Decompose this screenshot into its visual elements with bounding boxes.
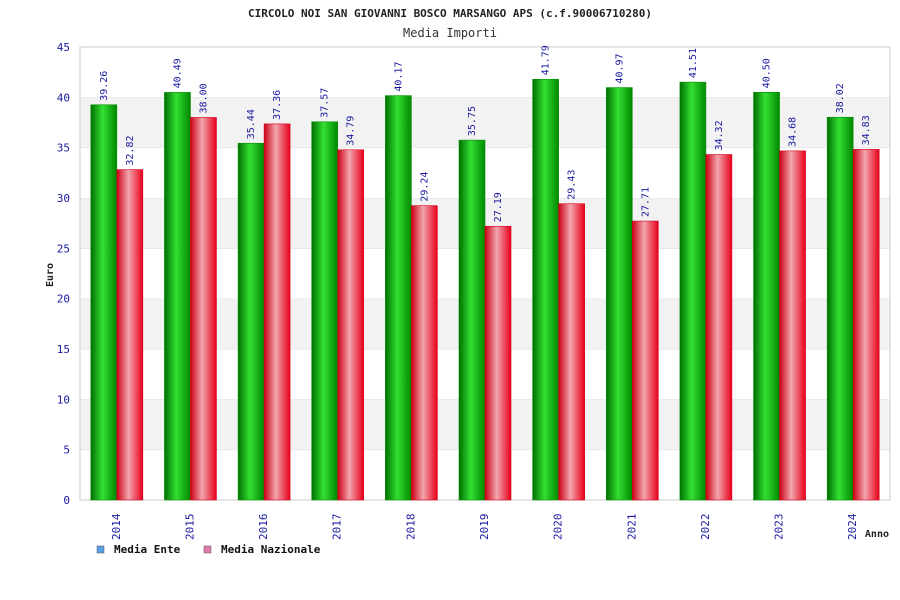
x-tick-label: 2018 xyxy=(404,514,417,541)
x-tick-label: 2016 xyxy=(257,514,270,541)
value-label: 38.00 xyxy=(198,83,209,113)
bar-media-nazionale xyxy=(852,149,880,501)
y-tick-label: 10 xyxy=(57,393,70,406)
bar-media-nazionale xyxy=(337,149,365,501)
x-tick-label: 2021 xyxy=(625,514,638,541)
x-tick-label: 2020 xyxy=(552,514,565,541)
bar-media-ente xyxy=(90,104,118,501)
x-tick-label: 2019 xyxy=(478,514,491,541)
legend-label-media-ente: Media Ente xyxy=(114,543,181,556)
bar-media-ente xyxy=(532,79,559,501)
legend-swatch-media-nazionale xyxy=(203,545,212,554)
value-label: 34.83 xyxy=(861,115,872,145)
x-tick-label: 2023 xyxy=(773,514,786,541)
value-label: 40.49 xyxy=(172,58,183,88)
x-axis-title: Anno xyxy=(865,529,889,540)
value-label: 27.19 xyxy=(493,192,504,222)
bar-media-ente xyxy=(164,92,191,501)
bar-media-nazionale xyxy=(705,154,733,501)
y-tick-label: 5 xyxy=(63,444,70,457)
y-tick-label: 30 xyxy=(57,192,70,205)
chart-title: CIRCOLO NOI SAN GIOVANNI BOSCO MARSANGO … xyxy=(248,7,652,20)
x-axis: 2014 2015 2016 2017 2018 2019 2020 2021 2022 2023… xyxy=(110,513,859,540)
grid-band xyxy=(80,47,890,98)
y-tick-label: 40 xyxy=(57,91,70,104)
bar-media-ente xyxy=(753,92,780,501)
value-label: 40.50 xyxy=(762,58,773,88)
value-label: 29.24 xyxy=(419,172,430,202)
value-label: 41.51 xyxy=(688,48,699,78)
bar-media-nazionale xyxy=(484,225,512,501)
bar-media-ente xyxy=(458,139,486,501)
y-tick-label: 25 xyxy=(57,242,70,255)
value-label: 34.32 xyxy=(714,120,725,150)
value-label: 32.82 xyxy=(125,136,136,166)
value-label: 29.43 xyxy=(567,170,578,200)
value-label: 41.79 xyxy=(541,45,552,75)
x-tick-label: 2022 xyxy=(699,514,712,541)
bar-media-nazionale xyxy=(558,203,585,501)
y-axis: 0 5 10 15 20 25 30 35 40 45 xyxy=(57,41,70,507)
y-tick-label: 45 xyxy=(57,41,70,54)
bar-media-nazionale xyxy=(631,220,659,501)
x-tick-label: 2015 xyxy=(183,514,196,541)
value-labels: 39.26 32.82 40.49 38.00 35.44 37.36 37.57 34.79… xyxy=(99,45,872,222)
bar-media-nazionale xyxy=(779,150,806,501)
y-tick-label: 35 xyxy=(57,142,70,155)
x-tick-label: 2024 xyxy=(846,513,859,540)
x-tick-label: 2017 xyxy=(331,514,344,541)
legend: Media Ente Media Nazionale xyxy=(96,543,321,556)
chart-subtitle: Media Importi xyxy=(403,26,497,40)
value-label: 34.79 xyxy=(346,116,357,146)
y-tick-label: 15 xyxy=(57,343,70,356)
bar-media-nazionale xyxy=(411,205,438,501)
bar-media-ente xyxy=(311,121,339,501)
value-label: 38.02 xyxy=(835,83,846,113)
x-tick-label: 2014 xyxy=(110,513,123,540)
value-label: 34.68 xyxy=(788,117,799,147)
bar-media-ente xyxy=(385,95,412,501)
bar-media-nazionale xyxy=(190,117,217,501)
bars xyxy=(90,79,880,501)
y-axis-title: Euro xyxy=(45,263,56,287)
value-label: 35.75 xyxy=(467,106,478,136)
value-label: 27.71 xyxy=(640,187,651,217)
bar-media-ente xyxy=(679,81,707,501)
value-label: 40.97 xyxy=(614,53,625,83)
y-tick-label: 20 xyxy=(57,293,70,306)
legend-swatch-media-ente xyxy=(96,545,105,554)
value-label: 37.36 xyxy=(272,90,283,120)
bar-media-nazionale xyxy=(263,123,291,501)
bar-media-ente xyxy=(826,116,854,501)
bar-media-ente xyxy=(605,87,633,501)
value-label: 35.44 xyxy=(246,109,257,139)
value-label: 39.26 xyxy=(99,71,110,101)
bar-media-ente xyxy=(237,142,265,501)
value-label: 37.57 xyxy=(320,88,331,118)
legend-label-media-nazionale: Media Nazionale xyxy=(221,543,321,556)
bar-media-nazionale xyxy=(116,169,144,501)
value-label: 40.17 xyxy=(393,62,404,92)
y-tick-label: 0 xyxy=(63,494,70,507)
